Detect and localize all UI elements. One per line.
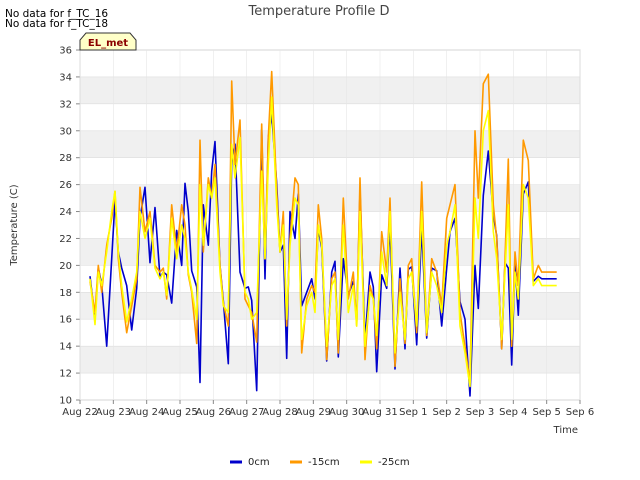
- x-tick-label: Aug 22: [62, 407, 97, 418]
- no-data-notice-2: No data for f_TC_18: [5, 18, 109, 30]
- grid-band: [80, 103, 580, 131]
- y-tick-label: 18: [59, 288, 72, 299]
- grid-band: [80, 319, 580, 347]
- legend-label: -15cm: [308, 457, 340, 468]
- grid-band: [80, 157, 580, 185]
- badge-shape: [79, 32, 137, 51]
- x-tick-label: Aug 27: [229, 407, 264, 418]
- y-tick-label: 34: [59, 72, 72, 83]
- y-tick-label: 22: [59, 234, 72, 245]
- station-badge: EL_met: [79, 32, 137, 51]
- grid-band: [80, 130, 580, 158]
- grid-band: [80, 76, 580, 104]
- y-tick-label: 32: [59, 99, 72, 110]
- x-tick-label: Aug 24: [129, 407, 164, 418]
- y-tick-label: 30: [59, 126, 72, 137]
- y-tick-label: 10: [59, 396, 72, 407]
- x-tick-label: Aug 28: [262, 407, 297, 418]
- plot-background-bands: [80, 50, 580, 400]
- x-tick-label: Sep 5: [532, 407, 560, 418]
- x-tick-label: Aug 30: [329, 407, 364, 418]
- badge-label: EL_met: [88, 38, 128, 49]
- chart-title: Temperature Profile D: [247, 4, 389, 19]
- x-tick-label: Aug 23: [96, 407, 131, 418]
- y-tick-label: 36: [59, 46, 72, 57]
- y-tick-label: 20: [59, 261, 72, 272]
- y-tick-label: 14: [59, 342, 72, 353]
- y-axis: 10 12 14 16 18 20 22 24 26 28 30 32 34 36: [59, 46, 580, 407]
- x-tick-label: Sep 2: [432, 407, 460, 418]
- grid-band: [80, 346, 580, 374]
- no-data-notice-1: No data for f_TC_16: [5, 8, 109, 20]
- y-tick-label: 26: [59, 180, 72, 191]
- y-tick-label: 16: [59, 315, 72, 326]
- y-tick-label: 28: [59, 153, 72, 164]
- grid-band: [80, 373, 580, 400]
- x-tick-label: Aug 26: [196, 407, 231, 418]
- y-tick-label: 24: [59, 207, 72, 218]
- legend-label: 0cm: [248, 457, 270, 468]
- series-line-2: [89, 96, 557, 388]
- x-tick-label: Sep 6: [566, 407, 594, 418]
- y-axis-label: Temperature (C): [9, 184, 20, 266]
- grid-band: [80, 184, 580, 212]
- y-tick-label: 12: [59, 369, 72, 380]
- legend: 0cm -15cm -25cm: [230, 457, 410, 468]
- x-tick-label: Sep 3: [466, 407, 494, 418]
- series-lines: [89, 70, 557, 397]
- grid-band: [80, 50, 580, 77]
- x-tick-label: Aug 29: [296, 407, 331, 418]
- x-axis-label: Time: [553, 425, 578, 436]
- legend-label: -25cm: [378, 457, 410, 468]
- x-tick-label: Aug 25: [162, 407, 197, 418]
- x-tick-label: Aug 31: [362, 407, 397, 418]
- x-tick-label: Sep 4: [499, 407, 527, 418]
- x-tick-label: Sep 1: [399, 407, 427, 418]
